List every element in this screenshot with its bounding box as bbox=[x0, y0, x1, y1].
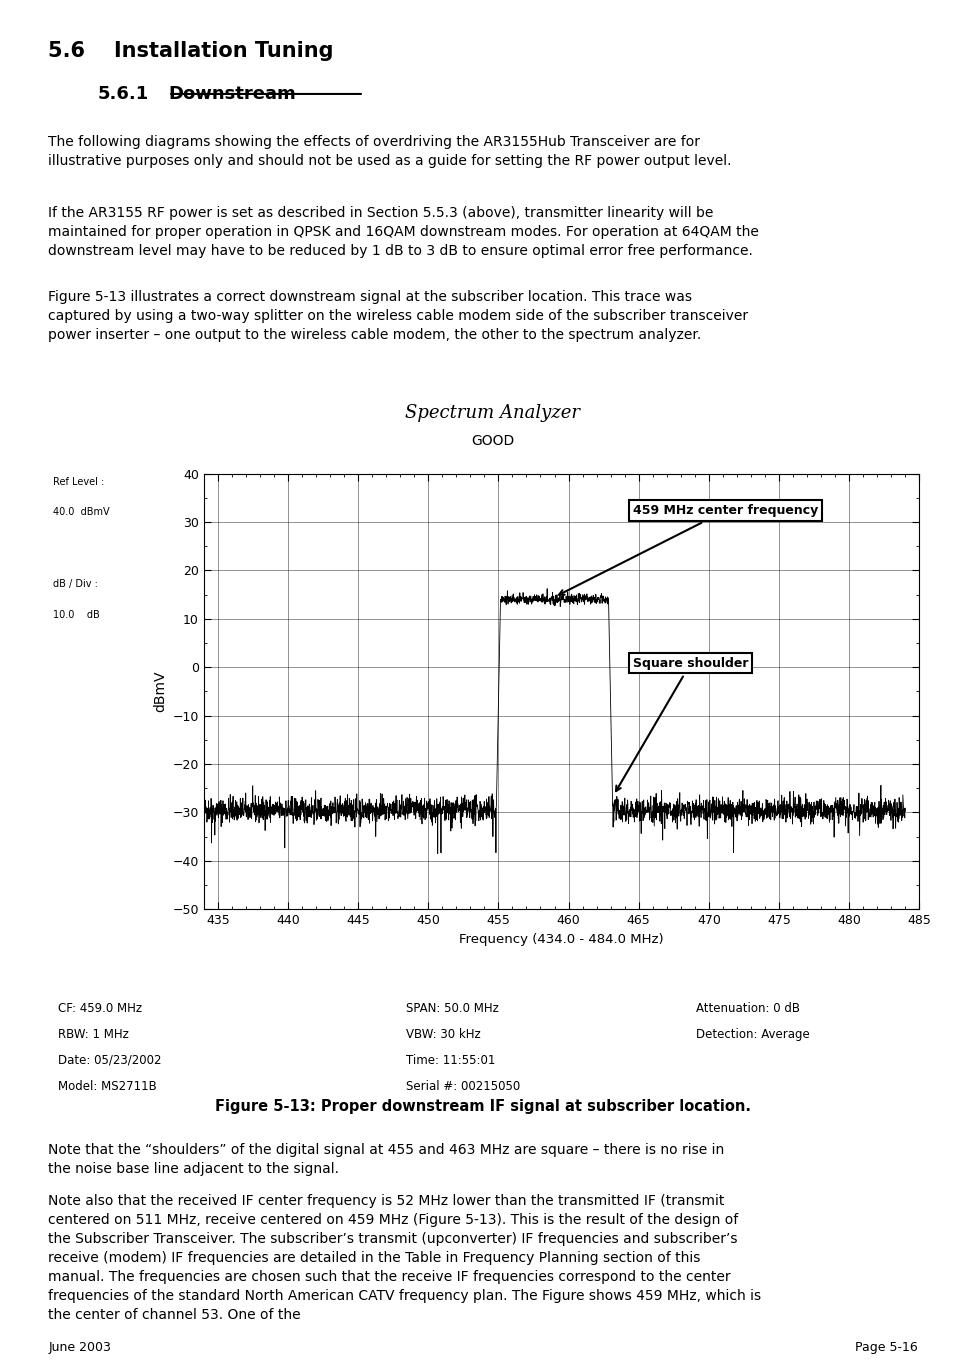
Text: Downstream: Downstream bbox=[168, 85, 296, 103]
Text: Time: 11:55:01: Time: 11:55:01 bbox=[406, 1054, 496, 1067]
Text: 459 MHz center frequency: 459 MHz center frequency bbox=[559, 504, 818, 595]
Text: Note that the “shoulders” of the digital signal at 455 and 463 MHz are square – : Note that the “shoulders” of the digital… bbox=[48, 1144, 724, 1177]
Text: Spectrum Analyzer: Spectrum Analyzer bbox=[405, 404, 581, 422]
Text: Serial #: 00215050: Serial #: 00215050 bbox=[406, 1080, 520, 1093]
X-axis label: Frequency (434.0 - 484.0 MHz): Frequency (434.0 - 484.0 MHz) bbox=[459, 933, 664, 945]
Text: Square shoulder: Square shoulder bbox=[616, 656, 749, 790]
Text: Detection: Average: Detection: Average bbox=[696, 1028, 810, 1041]
Text: Figure 5-13 illustrates a correct downstream signal at the subscriber location. : Figure 5-13 illustrates a correct downst… bbox=[48, 289, 749, 341]
Text: Figure 5-13: Proper downstream IF signal at subscriber location.: Figure 5-13: Proper downstream IF signal… bbox=[215, 1099, 751, 1114]
Text: The following diagrams showing the effects of overdriving the AR3155Hub Transcei: The following diagrams showing the effec… bbox=[48, 136, 732, 169]
Text: 5.6.1: 5.6.1 bbox=[98, 85, 149, 103]
Text: RBW: 1 MHz: RBW: 1 MHz bbox=[58, 1028, 128, 1041]
Text: SPAN: 50.0 MHz: SPAN: 50.0 MHz bbox=[406, 1003, 498, 1015]
Text: 10.0    dB: 10.0 dB bbox=[53, 610, 99, 619]
Text: If the AR3155 RF power is set as described in Section 5.5.3 (above), transmitter: If the AR3155 RF power is set as describ… bbox=[48, 207, 759, 258]
Text: 40.0  dBmV: 40.0 dBmV bbox=[53, 507, 110, 516]
Text: dB / Div :: dB / Div : bbox=[53, 580, 98, 589]
Y-axis label: dBmV: dBmV bbox=[153, 671, 167, 712]
Text: Date: 05/23/2002: Date: 05/23/2002 bbox=[58, 1054, 161, 1067]
Text: Page 5-16: Page 5-16 bbox=[855, 1341, 918, 1354]
Text: GOOD: GOOD bbox=[471, 434, 514, 448]
Text: Ref Level :: Ref Level : bbox=[53, 477, 104, 486]
Text: 5.6    Installation Tuning: 5.6 Installation Tuning bbox=[48, 41, 334, 62]
Text: Note also that the received IF center frequency is 52 MHz lower than the transmi: Note also that the received IF center fr… bbox=[48, 1195, 761, 1322]
Text: June 2003: June 2003 bbox=[48, 1341, 111, 1354]
Text: VBW: 30 kHz: VBW: 30 kHz bbox=[406, 1028, 480, 1041]
Text: Attenuation: 0 dB: Attenuation: 0 dB bbox=[696, 1003, 800, 1015]
Text: Model: MS2711B: Model: MS2711B bbox=[58, 1080, 156, 1093]
Text: CF: 459.0 MHz: CF: 459.0 MHz bbox=[58, 1003, 142, 1015]
